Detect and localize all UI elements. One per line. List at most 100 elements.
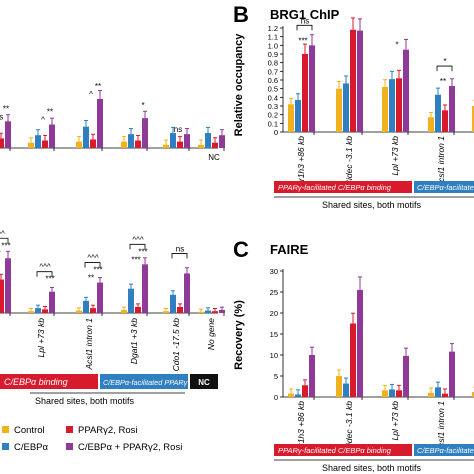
bar-ppar [90, 139, 96, 148]
bar-control [428, 392, 434, 397]
bar-both [309, 45, 315, 133]
legend-swatch-both [66, 443, 73, 450]
bar-control [198, 311, 204, 313]
category-label: Acsl1 intron 1 [84, 318, 94, 371]
bar-both [97, 282, 103, 313]
bar-control [288, 104, 294, 132]
significance-label: *** [1, 241, 10, 250]
bar-ppar [396, 78, 402, 132]
category-label: Dgat1 +3 kb [129, 318, 139, 364]
bar-control [121, 309, 127, 313]
bar-control [198, 144, 204, 148]
bar-ppar [396, 390, 402, 397]
bar-control [121, 141, 127, 148]
comparison-bracket [436, 65, 453, 72]
significance-label: ns [176, 244, 184, 253]
significance-label: ^^^ [39, 263, 51, 272]
faire-shared-text: Shared sites, both motifs [322, 463, 422, 473]
significance-label: ^ [89, 90, 93, 99]
bar-both [142, 264, 148, 313]
bar-cebpa [343, 83, 349, 132]
bar-cebpa [343, 383, 349, 397]
bar-control [28, 311, 34, 313]
y-tick-label: 0 [274, 393, 278, 402]
category-label: NC [208, 153, 220, 162]
y-tick-label: 25 [270, 288, 278, 297]
bar-both [403, 355, 409, 397]
significance-label: * [141, 101, 144, 110]
bar-control [336, 88, 342, 132]
significance-label: ^^ [0, 229, 5, 238]
brg1-blue-category-bar [414, 181, 474, 193]
bar-ppar [135, 306, 141, 313]
y-tick-label: 20 [270, 309, 278, 318]
bar-ppar [442, 110, 448, 132]
left-blue-category-bar [100, 374, 188, 389]
bar-ppar [42, 140, 48, 148]
bar-control [76, 310, 82, 313]
legend-swatch-cebpa [2, 443, 9, 450]
bar-cebpa [128, 288, 134, 313]
bar-cebpa [435, 387, 441, 397]
bar-cebpa [83, 126, 89, 148]
y-tick-label: 0.9 [268, 50, 278, 59]
bar-both [97, 98, 103, 148]
comparison-bracket [0, 237, 9, 244]
comparison-bracket [296, 24, 313, 31]
left-nc-category-text: NC [198, 378, 210, 387]
left-red-category-text: C/EBPα binding [4, 377, 68, 387]
comparison-bracket [171, 253, 188, 259]
bar-ppar [212, 311, 218, 313]
y-tick-label: 5 [274, 372, 278, 381]
bar-both [5, 121, 11, 148]
faire-red-category-text: PPARγ-facilitated C/EBPα binding [278, 446, 392, 455]
bar-both [5, 258, 11, 313]
bar-cebpa [35, 135, 41, 148]
bar-both [184, 134, 190, 148]
y-tick-label: 1.1 [268, 33, 278, 42]
significance-label: ** [47, 108, 53, 117]
y-axis-title-brg1: Relative occupancy [233, 33, 245, 137]
legend: Control C/EBPα PPARγ2, Rosi C/EBPα + PPA… [2, 425, 182, 453]
significance-label: ** [440, 77, 446, 86]
significance-label: * [443, 57, 446, 66]
bar-cebpa [295, 394, 301, 397]
bar-ppar [90, 308, 96, 313]
bar-both [449, 86, 455, 132]
bar-ppar [350, 29, 356, 132]
chart-title-faire: FAIRE [270, 242, 309, 257]
significance-label: ** [3, 104, 9, 113]
legend-label-cebpa: C/EBPα [14, 442, 49, 453]
category-label: Cdo1 -17.5 kb [171, 318, 181, 372]
y-tick-label: 1.0 [268, 41, 278, 50]
bar-control [76, 141, 82, 148]
category-label: Acsl1 intron 1 [436, 136, 446, 189]
bar-control [288, 393, 294, 397]
y-tick-label: 0.7 [268, 67, 278, 76]
bar-both [403, 49, 409, 132]
bar-ppar [177, 141, 183, 148]
legend-label-control: Control [14, 425, 45, 436]
bar-cebpa [389, 79, 395, 132]
y-tick-label: 0.6 [268, 76, 278, 85]
bar-control [163, 311, 169, 313]
significance-label: ^^^ [132, 235, 144, 244]
category-label: Lpl +73 kb [390, 401, 400, 441]
panel-label-b: B [233, 2, 249, 27]
legend-label-ppar: PPARγ2, Rosi [78, 425, 137, 436]
category-label: Lpl +73 kb [36, 318, 46, 358]
significance-label: *** [131, 255, 140, 264]
bar-ppar [135, 140, 141, 148]
significance-label: ns [174, 125, 182, 134]
y-tick-label: 0.2 [268, 111, 278, 120]
bar-ppar [302, 385, 308, 397]
bar-ppar [0, 138, 4, 148]
category-label: Nr1h3 +86 kb [296, 136, 306, 188]
category-label: Acsl1 intron 1 [436, 401, 446, 454]
bar-both [219, 135, 225, 148]
brg1-blue-category-text: C/EBPα-facilitate [417, 183, 474, 192]
bar-cebpa [295, 99, 301, 132]
bar-cebpa [170, 294, 176, 313]
significance-label: ns [0, 112, 3, 121]
